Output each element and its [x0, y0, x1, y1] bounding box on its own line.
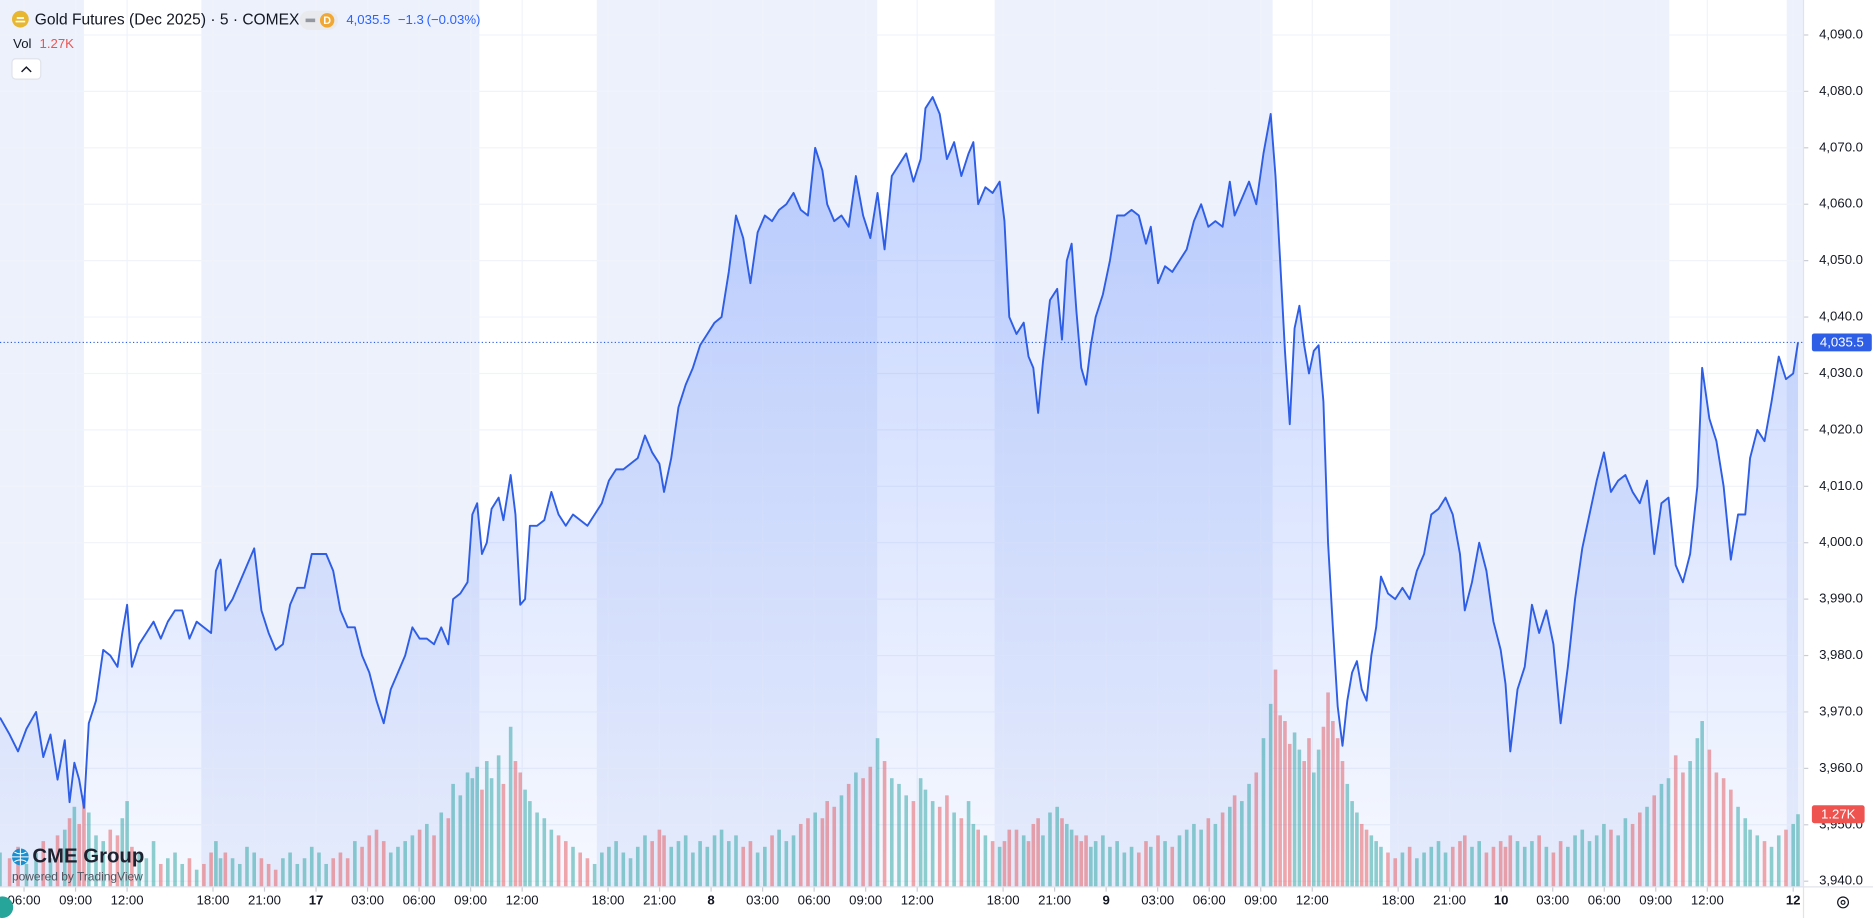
- x-tick-label: 21:00: [643, 893, 676, 908]
- collapse-button[interactable]: [11, 58, 42, 80]
- y-tick-label: 3,990.0: [1819, 591, 1863, 606]
- last-price-label: 4,035.5: [1820, 335, 1864, 350]
- x-tick-label: 18:00: [987, 893, 1020, 908]
- x-tick-label: 18:00: [197, 893, 230, 908]
- y-tick-label: 4,090.0: [1819, 26, 1863, 41]
- x-tick-label: 06:00: [1193, 893, 1226, 908]
- x-tick-label: 03:00: [1536, 893, 1569, 908]
- y-tick-label: 3,980.0: [1819, 647, 1863, 662]
- badge-dot: [319, 13, 335, 28]
- badge-text: D: [323, 15, 331, 27]
- settings-icon[interactable]: [1837, 896, 1850, 909]
- x-tick-label: 12:00: [1296, 893, 1329, 908]
- y-tick-label: 4,050.0: [1819, 252, 1863, 267]
- collapse-chevron: [21, 66, 32, 73]
- y-tick-label: 4,010.0: [1819, 478, 1863, 493]
- y-tick-label: 3,970.0: [1819, 703, 1863, 718]
- volume-bar: [1796, 814, 1800, 887]
- volume-tag: [1811, 805, 1865, 824]
- settings-icon-center: [1840, 899, 1846, 905]
- y-tick-label: 3,960.0: [1819, 760, 1863, 775]
- x-tick-label: 17: [309, 893, 324, 908]
- x-tick-label: 21:00: [1038, 893, 1071, 908]
- header-change: −1.3: [398, 12, 424, 27]
- price-series: [0, 96, 1804, 887]
- y-tick-label: 4,040.0: [1819, 309, 1863, 324]
- x-tick-label: 06:00: [8, 893, 41, 908]
- badge-dash: [305, 18, 316, 23]
- x-tick-label: 12:00: [111, 893, 144, 908]
- x-tick-label: 12:00: [1691, 893, 1724, 908]
- powered-by: powered by TradingView: [12, 869, 143, 883]
- x-tick-label: 09:00: [454, 893, 487, 908]
- x-tick-label: 12:00: [506, 893, 539, 908]
- x-tick-label: 09:00: [849, 893, 882, 908]
- y-tick-label: 4,080.0: [1819, 83, 1863, 98]
- header-price: 4,035.5: [346, 12, 390, 27]
- x-tick-label: 03:00: [746, 893, 779, 908]
- corner-badge[interactable]: [0, 896, 14, 918]
- logo-text: CME Group: [32, 845, 144, 867]
- x-tick-label: 8: [707, 893, 714, 908]
- price-line: [0, 96, 1799, 809]
- y-tick-label: 4,060.0: [1819, 196, 1863, 211]
- x-tick-label: 12:00: [901, 893, 934, 908]
- x-tick-label: 21:00: [248, 893, 281, 908]
- x-tick-label: 9: [1102, 893, 1109, 908]
- y-tick-label: 3,940.0: [1819, 873, 1863, 888]
- x-tick-label: 03:00: [1141, 893, 1174, 908]
- x-tick-label: 09:00: [59, 893, 92, 908]
- x-tick-label: 10: [1494, 893, 1509, 908]
- header-change-pct: (−0.03%): [427, 12, 481, 27]
- x-tick-label: 03:00: [351, 893, 384, 908]
- y-tick-label: 4,070.0: [1819, 139, 1863, 154]
- x-tick-label: 09:00: [1244, 893, 1277, 908]
- symbol-icon: [11, 10, 29, 28]
- y-tick-label: 4,030.0: [1819, 365, 1863, 380]
- y-tick-label: 4,020.0: [1819, 421, 1863, 436]
- x-tick-label: 06:00: [798, 893, 831, 908]
- last-price-tag: [1811, 333, 1872, 352]
- x-tick-label: 12: [1786, 893, 1801, 908]
- x-tick-label: 18:00: [592, 893, 625, 908]
- symbol-icon-mark: [15, 17, 26, 23]
- x-tick-label: 06:00: [403, 893, 436, 908]
- price-area: [0, 97, 1798, 887]
- y-tick-label: 4,000.0: [1819, 534, 1863, 549]
- x-tick-label: 09:00: [1639, 893, 1672, 908]
- volume-tag-label: 1.27K: [1821, 806, 1856, 821]
- chart-title: Gold Futures (Dec 2025) · 5 · COMEX: [35, 11, 300, 28]
- volume-header-value: 1.27K: [40, 36, 75, 51]
- axes: 3,940.03,950.03,960.03,970.03,980.03,990…: [8, 26, 1872, 908]
- x-tick-label: 21:00: [1433, 893, 1466, 908]
- x-tick-label: 18:00: [1382, 893, 1415, 908]
- volume-title: Vol: [13, 36, 31, 51]
- logo-globe-lines: [11, 848, 29, 866]
- x-tick-label: 06:00: [1588, 893, 1621, 908]
